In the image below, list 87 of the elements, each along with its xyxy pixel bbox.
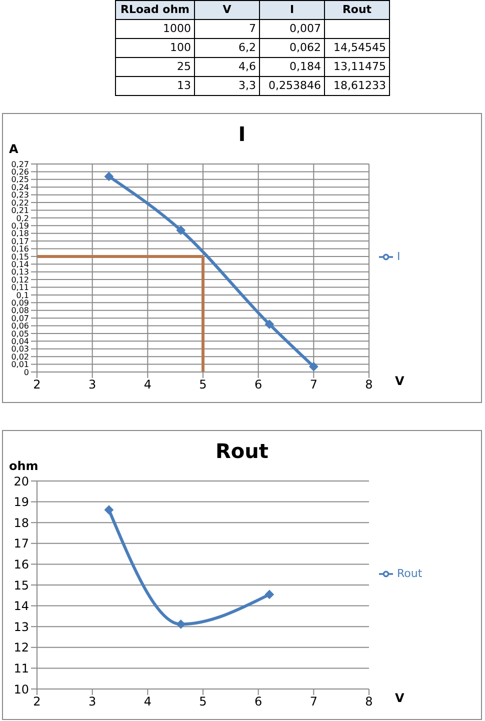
y-tick-label: 0,14	[11, 260, 29, 269]
point	[104, 505, 114, 514]
x-tick-label: 2	[33, 378, 41, 392]
text: 18,61233	[334, 79, 386, 92]
point	[309, 362, 318, 372]
y-tick-label: 19	[14, 495, 29, 510]
text: 1000	[163, 22, 191, 35]
y-tick-label: 17	[14, 536, 29, 551]
x-tick-label: 6	[254, 694, 262, 709]
x-tick-label: 3	[88, 378, 96, 392]
x-tick-label: 5	[199, 378, 207, 392]
x-tick-label: 4	[144, 694, 152, 709]
y-tick-label: 0,15	[11, 252, 29, 262]
text: 7	[249, 22, 256, 35]
text: 3,3	[238, 79, 256, 92]
x-axis-title: V	[395, 374, 404, 388]
y-tick-label: 0,06	[11, 322, 29, 331]
y-tick-label: 0,05	[11, 329, 29, 338]
y-tick-label: 0,16	[11, 244, 29, 254]
x-tick-label: 7	[310, 694, 318, 709]
category-label: I	[260, 0, 324, 20]
x-tick-label: 7	[310, 378, 318, 392]
y-tick-label: 0,12	[11, 275, 29, 284]
y-tick-label: 0,25	[11, 175, 29, 184]
x-tick-label: 3	[88, 694, 96, 709]
text: 0,062	[290, 41, 321, 54]
y-tick-label: 0,2	[16, 214, 29, 223]
text: 25	[177, 60, 191, 73]
category-label: V	[194, 0, 260, 20]
y-tick-label: 0,18	[11, 229, 29, 238]
y-tick-label: 14	[14, 599, 29, 614]
y-tick-label: 0,01	[11, 360, 29, 370]
y-tick-label: 15	[14, 578, 29, 592]
x-tick-label: 8	[365, 694, 373, 709]
text: 4,6	[238, 60, 256, 73]
legend-label: Rout	[397, 567, 422, 580]
y-tick-label: 12	[14, 640, 29, 655]
text: 0,253846	[268, 79, 321, 92]
y-tick-label: 0,07	[11, 314, 29, 323]
point	[176, 620, 186, 629]
y-tick-label: 0,26	[11, 168, 29, 177]
y-tick-label: 0,27	[11, 160, 29, 169]
chart-title: I	[238, 122, 246, 146]
y-tick-label: 16	[14, 557, 29, 572]
x-tick-label: 8	[365, 378, 373, 392]
y-tick-label: 11	[14, 661, 29, 676]
y-tick-label: 0,08	[11, 306, 29, 316]
text: 13,11475	[334, 60, 386, 73]
text: 0,184	[290, 60, 321, 73]
point	[176, 226, 186, 235]
text: 0,007	[290, 22, 321, 35]
y-tick-label: 0,21	[11, 206, 29, 216]
y-tick-label: 0,03	[11, 344, 29, 354]
point	[264, 590, 274, 599]
y-tick-label: 0,02	[11, 352, 29, 362]
y-tick-label: 0,24	[11, 182, 29, 192]
y-tick-label: 0,04	[11, 337, 29, 346]
x-tick-label: 5	[199, 694, 207, 709]
y-tick-label: 0,22	[11, 198, 29, 208]
y-tick-label: 10	[14, 682, 29, 696]
x-tick-label: 2	[33, 694, 41, 709]
y-axis-title: A	[9, 142, 18, 156]
y-tick-label: 20	[14, 474, 29, 488]
point	[104, 172, 114, 181]
category-label: Rout	[324, 0, 390, 20]
x-tick-label: 4	[144, 378, 152, 392]
y-tick-label: 13	[14, 620, 29, 634]
text: 13	[177, 79, 191, 92]
text: 14,54545	[334, 41, 386, 54]
y-tick-label: 0,23	[11, 190, 29, 200]
chart-title: Rout	[216, 439, 268, 463]
y-axis-title: ohm	[9, 459, 38, 473]
legend-label: I	[397, 250, 400, 264]
y-tick-label: 0,17	[11, 236, 29, 246]
y-tick-label: 0	[24, 368, 29, 377]
point	[264, 320, 274, 329]
text: 6,2	[238, 41, 256, 54]
x-axis-title: V	[395, 691, 404, 705]
y-tick-label: 0,11	[11, 283, 29, 292]
y-tick-label: 0,09	[11, 298, 29, 308]
y-tick-label: 0,1	[16, 290, 29, 300]
x-tick-label: 6	[254, 378, 262, 392]
category-label: RLoad ohm	[116, 0, 194, 20]
y-tick-label: 0,13	[11, 268, 29, 277]
y-tick-label: 18	[14, 516, 29, 530]
text: 100	[170, 41, 191, 54]
y-tick-label: 0,19	[11, 221, 29, 230]
